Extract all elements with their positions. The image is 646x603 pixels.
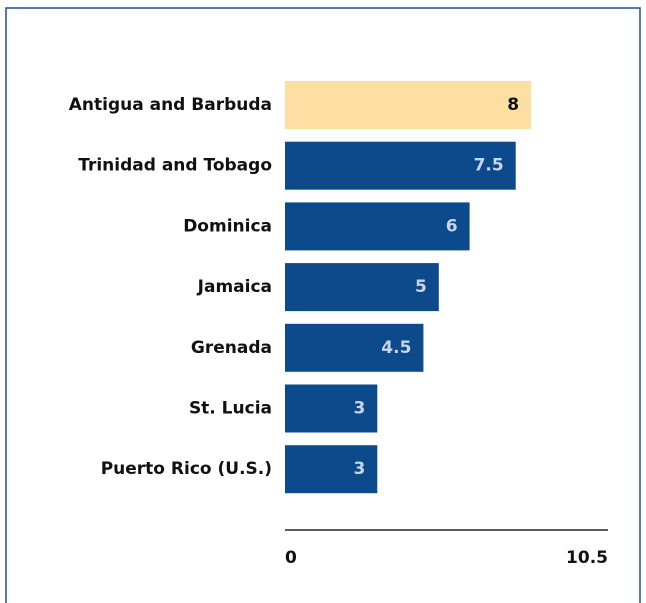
- category-label: Dominica: [183, 216, 272, 236]
- category-label: Jamaica: [197, 277, 272, 297]
- bar: [285, 445, 378, 494]
- value-label: 8: [507, 95, 519, 115]
- value-label: 7.5: [474, 156, 504, 176]
- value-label: 3: [353, 459, 365, 479]
- bar: [285, 202, 470, 251]
- category-label: Puerto Rico (U.S.): [101, 459, 272, 479]
- bar: [285, 81, 532, 129]
- value-label: 4.5: [381, 338, 411, 358]
- frame: [5, 7, 641, 603]
- value-label: 6: [446, 216, 458, 236]
- category-label: Antigua and Barbuda: [69, 95, 272, 115]
- category-label: St. Lucia: [189, 399, 272, 419]
- category-label: Grenada: [191, 338, 272, 358]
- bar: [285, 323, 424, 372]
- bar: [285, 263, 439, 312]
- x-tick-label: 0: [285, 548, 297, 568]
- bar: [285, 384, 378, 433]
- value-label: 3: [353, 399, 365, 419]
- value-label: 5: [415, 277, 427, 297]
- x-tick-label: 10.5: [566, 548, 608, 568]
- bar: [285, 141, 516, 190]
- category-label: Trinidad and Tobago: [78, 156, 272, 176]
